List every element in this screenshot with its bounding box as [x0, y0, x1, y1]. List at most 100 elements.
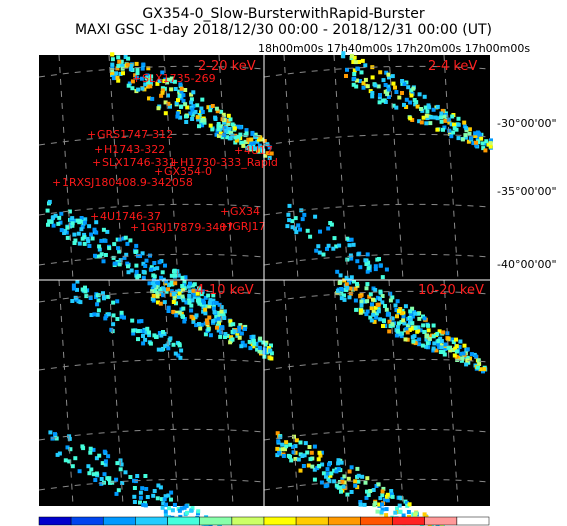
emission-pixel — [385, 498, 390, 503]
emission-pixel — [449, 134, 454, 139]
emission-pixel — [298, 227, 302, 232]
emission-pixel — [395, 506, 399, 511]
emission-pixel — [413, 512, 418, 517]
emission-pixel — [452, 126, 457, 131]
emission-pixel — [415, 104, 420, 109]
emission-pixel — [143, 82, 148, 87]
emission-pixel — [249, 137, 254, 142]
emission-pixel — [348, 286, 353, 291]
emission-pixel — [287, 218, 292, 223]
emission-pixel — [89, 313, 94, 317]
emission-pixel — [410, 314, 415, 319]
emission-pixel — [145, 73, 150, 78]
emission-pixel — [230, 337, 235, 342]
title-observation: MAXI GSC 1-day 2018/12/30 00:00 - 2018/1… — [74, 22, 493, 38]
emission-pixel — [473, 134, 478, 138]
emission-pixel — [147, 330, 151, 335]
emission-pixel — [112, 261, 117, 266]
emission-pixel — [199, 302, 204, 307]
emission-pixel — [439, 339, 444, 343]
emission-pixel — [269, 343, 273, 348]
emission-pixel — [459, 358, 464, 363]
emission-pixel — [172, 268, 177, 273]
emission-pixel — [144, 76, 149, 81]
emission-pixel — [172, 79, 177, 84]
emission-pixel — [93, 478, 98, 482]
emission-pixel — [53, 432, 57, 437]
emission-pixel — [305, 450, 310, 455]
emission-pixel — [89, 232, 94, 237]
color-scale-swatch — [263, 516, 297, 526]
emission-pixel — [425, 334, 430, 339]
emission-pixel — [383, 304, 387, 308]
emission-pixel — [332, 479, 337, 484]
emission-pixel — [477, 362, 482, 366]
emission-pixel — [354, 307, 359, 312]
grid-line — [38, 428, 266, 441]
emission-pixel — [67, 436, 72, 441]
emission-pixel — [237, 335, 242, 340]
emission-pixel — [349, 237, 354, 242]
emission-pixel — [289, 458, 294, 463]
emission-pixel — [373, 83, 378, 88]
grid-line — [263, 290, 491, 303]
emission-pixel — [159, 93, 164, 98]
emission-pixel — [134, 61, 139, 66]
emission-pixel — [118, 72, 123, 76]
emission-pixel — [336, 466, 341, 471]
emission-pixel — [378, 93, 382, 97]
emission-pixel — [347, 280, 352, 285]
emission-pixel — [390, 295, 395, 300]
emission-pixel — [484, 139, 489, 144]
emission-pixel — [166, 93, 170, 98]
grid-line — [163, 279, 179, 506]
emission-pixel — [141, 502, 146, 507]
emission-pixel — [294, 230, 299, 235]
emission-pixel — [210, 104, 215, 108]
emission-pixel — [227, 127, 232, 131]
emission-pixel — [329, 222, 334, 227]
emission-pixel — [219, 124, 224, 129]
emission-pixel — [437, 345, 442, 350]
emission-pixel — [387, 319, 392, 324]
emission-pixel — [161, 501, 166, 506]
emission-pixel — [106, 477, 111, 482]
source-marker-cross: + — [52, 176, 61, 189]
emission-pixel — [150, 96, 155, 101]
emission-pixel — [365, 309, 370, 314]
grid-line — [333, 279, 349, 506]
source-marker-cross: + — [154, 165, 163, 178]
emission-pixel — [346, 476, 351, 481]
emission-pixel — [287, 203, 292, 208]
emission-pixel — [298, 468, 303, 473]
emission-pixel — [394, 308, 399, 312]
emission-pixel — [90, 236, 95, 241]
emission-pixel — [358, 79, 362, 83]
emission-pixel — [126, 270, 131, 275]
emission-pixel — [422, 316, 427, 321]
source-marker-cross: + — [234, 144, 243, 157]
emission-pixel — [446, 336, 451, 341]
emission-pixel — [441, 127, 445, 132]
emission-pixel — [447, 131, 452, 136]
emission-pixel — [373, 267, 378, 272]
emission-pixel — [250, 146, 255, 150]
emission-pixel — [238, 323, 243, 328]
emission-pixel — [207, 304, 212, 309]
color-scale-swatch — [295, 516, 329, 526]
emission-pixel — [338, 280, 343, 285]
emission-pixel — [344, 74, 348, 78]
emission-pixel — [67, 459, 72, 464]
grid-line — [263, 253, 491, 266]
emission-pixel — [171, 309, 176, 314]
emission-pixel — [370, 302, 374, 307]
emission-pixel — [413, 311, 418, 316]
emission-pixel — [178, 355, 183, 360]
ra-axis-labels: 18h00m00s 17h40m00s 17h20m00s 17h00m00s — [258, 42, 531, 55]
emission-pixel — [180, 294, 185, 299]
emission-pixel — [206, 293, 211, 298]
source-label: IGRJ17 — [229, 220, 266, 233]
emission-pixel — [179, 506, 184, 511]
emission-pixel — [308, 234, 313, 239]
emission-pixel — [183, 275, 188, 280]
